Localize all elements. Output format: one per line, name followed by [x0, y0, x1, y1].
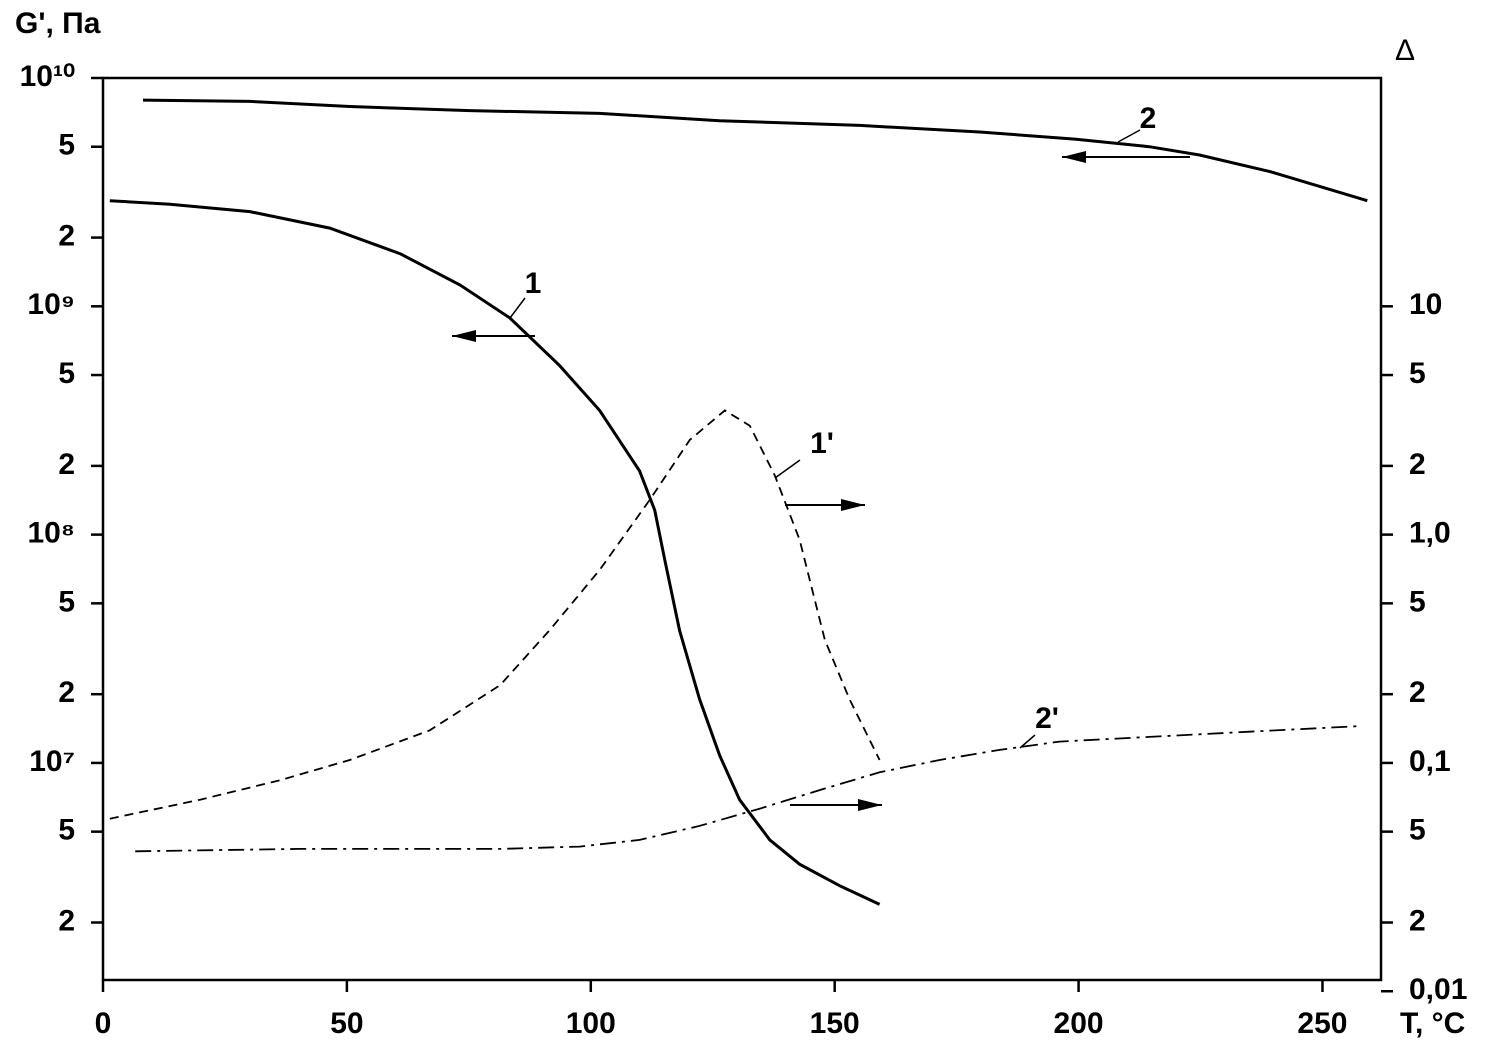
series-label: 2' [1035, 702, 1059, 735]
series-line [109, 199, 881, 906]
y2-tick-label: 2 [1409, 676, 1426, 709]
y2-tick-label: 10 [1409, 288, 1442, 321]
series-line [109, 409, 881, 820]
y-tick-label: 5 [58, 814, 75, 847]
y-tick-label: 5 [58, 357, 75, 390]
leader-line [1117, 129, 1141, 143]
series-line [142, 98, 1368, 203]
y2-tick-label: 5 [1409, 357, 1426, 390]
y-tick-label: 2 [58, 904, 75, 937]
y-tick-label: 2 [58, 448, 75, 481]
y2-tick-label: 0,01 [1409, 973, 1467, 1006]
series-label: 1' [810, 427, 834, 460]
x-tick-label: 100 [566, 1007, 616, 1040]
x-tick-label: 50 [330, 1007, 363, 1040]
y2-tick-label: 0,1 [1409, 745, 1451, 778]
x-tick-label: 250 [1297, 1007, 1347, 1040]
leader-line [774, 459, 801, 479]
y-tick-label: 5 [58, 129, 75, 162]
y-tick-label: 10⁷ [29, 745, 75, 778]
y2-tick-label: 1,0 [1409, 517, 1451, 550]
y2-axis-label: Δ [1395, 34, 1415, 67]
series-line [135, 725, 1360, 853]
x-tick-label: 0 [95, 1007, 112, 1040]
y-tick-label: 5 [58, 585, 75, 618]
y-tick-label: 10¹⁰ [20, 60, 75, 93]
leader-line [1019, 734, 1036, 749]
x-tick-label: 200 [1054, 1007, 1104, 1040]
y-tick-label: 10⁹ [27, 288, 75, 321]
x-axis-label: T, °C [1400, 1007, 1465, 1040]
y2-tick-label: 2 [1409, 904, 1426, 937]
leader-line [509, 297, 526, 319]
plot-frame [101, 76, 1383, 982]
series-label: 2 [1140, 102, 1157, 135]
y2-tick-label: 5 [1409, 814, 1426, 847]
y-tick-label: 10⁸ [27, 517, 75, 550]
series-label: 1 [525, 267, 542, 300]
x-tick-label: 150 [810, 1007, 860, 1040]
y2-tick-label: 5 [1409, 585, 1426, 618]
y-tick-label: 2 [58, 220, 75, 253]
y-tick-label: 2 [58, 676, 75, 709]
y2-tick-label: 2 [1409, 448, 1426, 481]
y-axis-label: G', Па [15, 7, 101, 40]
